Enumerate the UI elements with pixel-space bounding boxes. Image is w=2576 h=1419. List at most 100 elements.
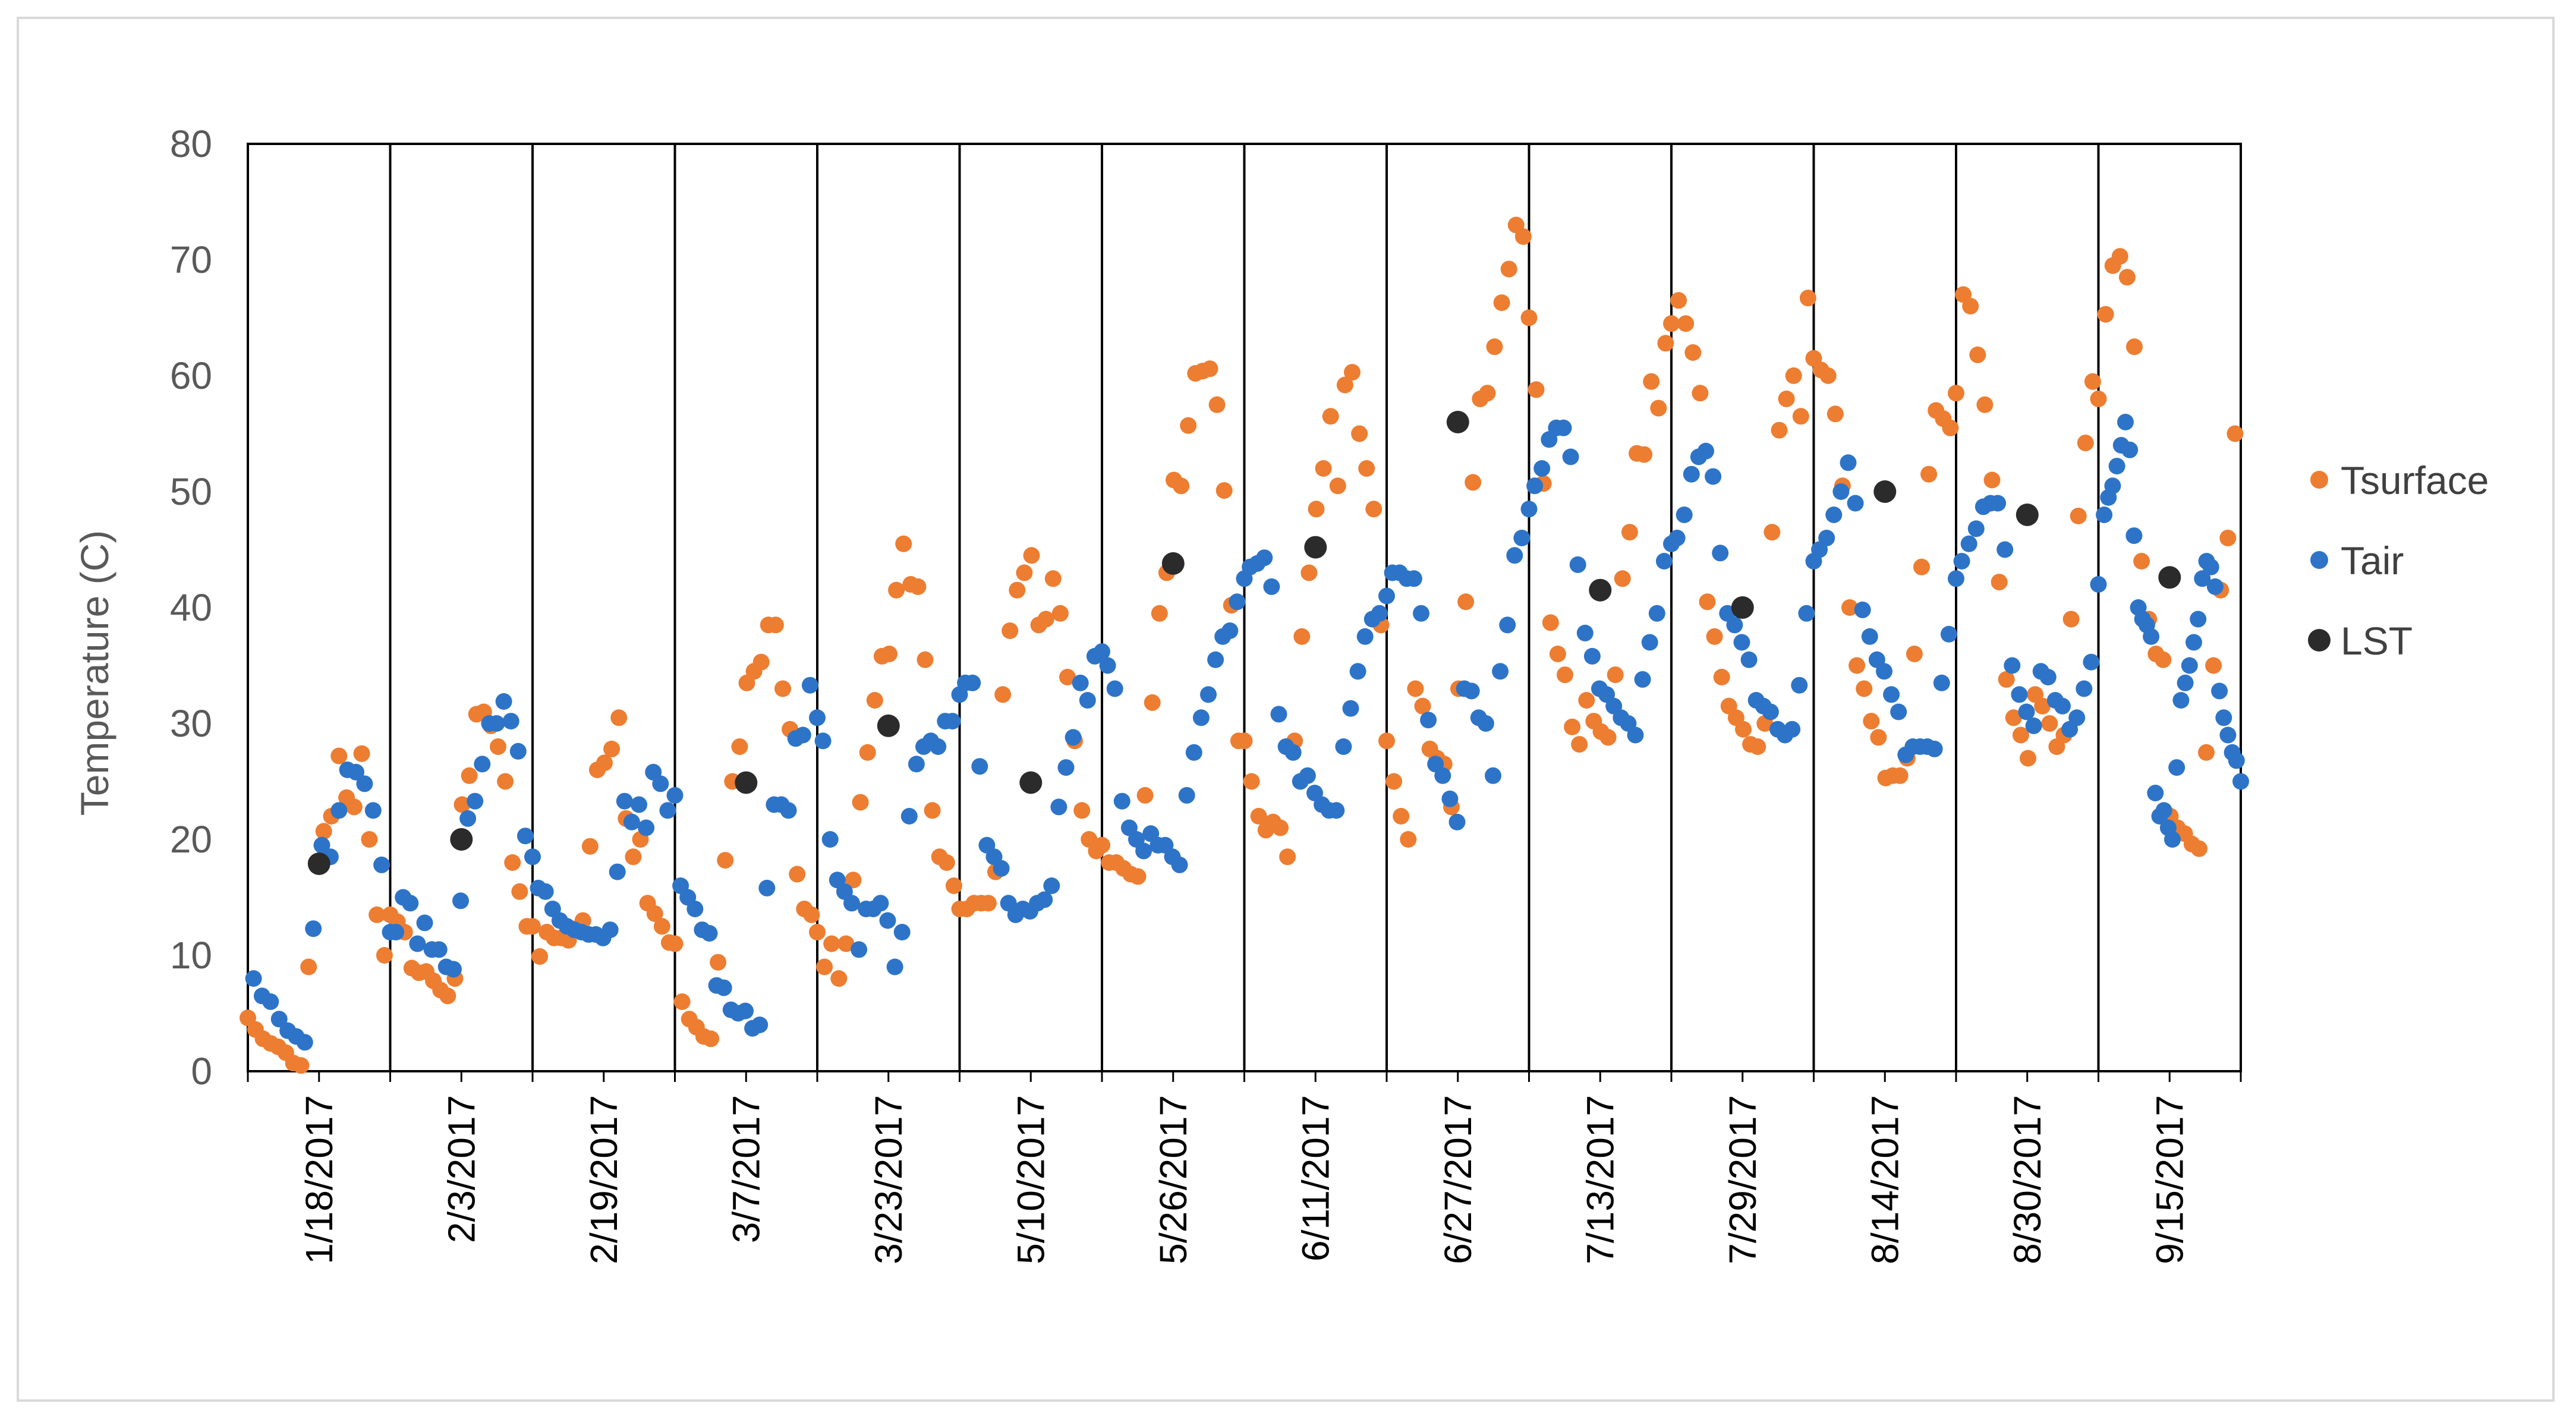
tsurface-point <box>1051 605 1069 622</box>
tair-point <box>1463 682 1480 700</box>
tsurface-point <box>1778 391 1795 407</box>
tsurface-point <box>1144 694 1161 711</box>
legend-marker-tair <box>2310 551 2328 569</box>
tsurface-point <box>1037 611 1054 628</box>
tair-point <box>1825 506 1843 523</box>
tair-point <box>1854 601 1871 618</box>
x-axis: 1/18/2017 2/3/2017 2/19/2017 3/7/2017 3/23/2… <box>298 1095 2191 1264</box>
tsurface-point <box>1393 808 1410 825</box>
x-tick-label: 9/15/2017 <box>2148 1095 2191 1264</box>
tsurface-point <box>1763 524 1781 541</box>
x-tick-label: 3/7/2017 <box>725 1095 767 1243</box>
tsurface-point <box>1073 802 1091 819</box>
tsurface-point <box>1942 419 1959 436</box>
y-tick-label: 40 <box>170 586 212 629</box>
tair-point <box>1106 680 1123 697</box>
tsurface-point <box>823 935 840 952</box>
tair-point <box>2232 773 2249 790</box>
tair-point <box>638 819 655 836</box>
tsurface-point <box>1272 819 1289 836</box>
tair-point <box>1526 477 1544 495</box>
tair-point <box>2172 692 2190 709</box>
tsurface-point <box>774 680 791 697</box>
tsurface-point <box>1315 460 1332 477</box>
tair-point <box>1883 686 1900 703</box>
tsurface-point <box>1250 808 1267 825</box>
tsurface-point <box>1699 593 1716 611</box>
tair-point <box>1655 553 1673 570</box>
tsurface-point <box>1920 465 1938 483</box>
tair-point <box>2083 653 2100 671</box>
tsurface-point <box>1023 547 1040 564</box>
tair-point <box>701 925 718 942</box>
tair-point <box>1405 570 1422 587</box>
tair-point <box>1576 624 1594 641</box>
tair-point <box>814 732 832 750</box>
tsurface-point <box>803 906 820 923</box>
tair-point <box>1698 442 1714 460</box>
tair-point <box>1378 587 1395 605</box>
tsurface-point <box>2020 750 2036 767</box>
tair-point <box>1057 759 1075 776</box>
tsurface-point <box>1322 408 1339 425</box>
tair-point <box>305 920 322 937</box>
tsurface-point <box>2077 435 2094 452</box>
tsurface-point <box>1670 292 1687 309</box>
lst-point <box>735 771 758 794</box>
tsurface-point <box>2219 530 2237 546</box>
tair-point <box>1506 547 1523 564</box>
lst-point <box>1589 578 1612 602</box>
tair-point <box>886 958 903 976</box>
tair-point <box>402 895 419 912</box>
tair-point <box>2025 717 2042 734</box>
tair-point <box>2164 831 2181 848</box>
tsurface-point <box>1713 669 1730 685</box>
tair-point <box>1229 593 1246 611</box>
tsurface-point <box>888 581 905 599</box>
tair-point <box>1933 674 1950 691</box>
tsurface-point <box>1684 344 1702 361</box>
legend-marker-lst <box>2308 629 2331 652</box>
tsurface-point <box>945 877 962 894</box>
tsurface-point <box>1826 405 1844 423</box>
tair-point <box>1648 605 1665 622</box>
legend-marker-tsurface <box>2310 471 2328 489</box>
tsurface-point <box>1692 385 1709 402</box>
tair-point <box>2104 477 2121 495</box>
tair-point <box>296 1034 313 1051</box>
lst-point <box>1161 552 1185 575</box>
tair-point <box>1221 622 1239 639</box>
tsurface-point <box>2190 840 2207 857</box>
tair-point <box>1733 634 1750 651</box>
x-tick-label: 8/30/2017 <box>2006 1095 2049 1264</box>
tsurface-point <box>881 646 897 662</box>
y-tick-label: 60 <box>170 354 212 397</box>
tsurface-point <box>980 895 997 912</box>
tsurface-point <box>1564 718 1581 735</box>
tsurface-point <box>2126 338 2143 355</box>
tsurface-point <box>673 993 691 1010</box>
tair-point <box>2177 674 2194 691</box>
tair-point <box>2054 697 2071 715</box>
tair-point <box>751 1017 769 1033</box>
tsurface-point <box>717 852 734 869</box>
tsurface-point <box>1614 570 1631 587</box>
tair-point <box>1099 657 1116 674</box>
tsurface-point <box>653 918 670 935</box>
tair-point <box>2147 785 2164 801</box>
lst-point <box>1731 596 1754 619</box>
tair-point <box>1569 556 1586 573</box>
tsurface-point <box>1799 290 1816 307</box>
tsurface-point <box>1819 367 1837 384</box>
tair-point <box>1200 686 1217 703</box>
tair-point <box>2121 441 2139 458</box>
x-tick-label: 6/27/2017 <box>1437 1095 1479 1264</box>
tair-point <box>908 756 925 773</box>
tair-point <box>1335 738 1352 755</box>
tair-point <box>313 836 330 854</box>
tsurface-point <box>1969 346 1986 363</box>
tair-point <box>1940 625 1957 643</box>
tsurface-point <box>1308 501 1325 518</box>
tair-point <box>2117 414 2134 430</box>
tsurface-point <box>1336 376 1353 394</box>
